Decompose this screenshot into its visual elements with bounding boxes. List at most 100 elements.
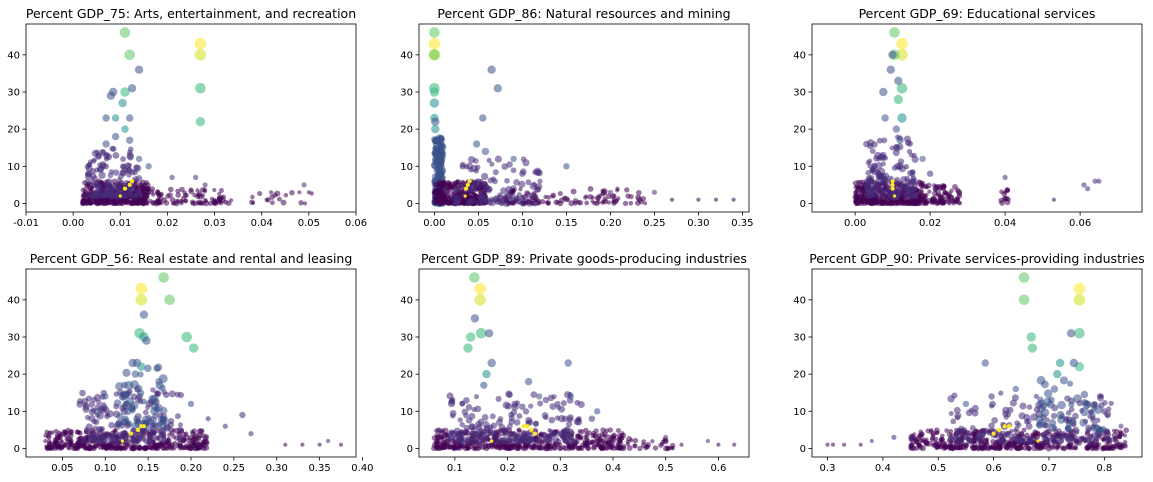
x-tick-label: 0.05 [467,218,489,229]
scatter-point [525,432,531,438]
scatter-point [489,442,495,448]
scatter-point [434,443,440,449]
scatter-point [518,187,523,192]
scatter-point [148,198,153,204]
scatter-point [553,436,560,443]
x-tick-label: 0.00 [423,218,445,229]
scatter-point [998,390,1004,396]
x-tick-label: 0.25 [643,218,665,229]
y-tick-label: 20 [400,370,413,381]
scatter-point [326,438,331,444]
scatter-point [889,27,900,38]
scatter-point [194,37,207,50]
scatter-point [470,432,478,440]
scatter-point [470,314,480,323]
scatter-point [209,196,214,201]
subplot-3: Percent GDP_69: Educational services 0.00… [793,6,1143,229]
scatter-point [269,194,275,200]
scatter-point [205,416,211,422]
scatter-point [1004,442,1010,448]
scatter-point [217,191,222,196]
scatter-point [185,444,192,451]
scatter-point [108,422,115,429]
y-tick-label: 30 [793,87,806,98]
scatter-point [658,442,664,448]
scatter-point [934,184,941,190]
scatter-point [480,180,489,189]
scatter-point [924,200,929,205]
scatter-point [1048,396,1055,404]
scatter-point [99,426,106,432]
scatter-point [950,199,956,204]
scatter-point [142,415,150,423]
y-tick-label: 20 [793,370,806,381]
scatter-point [611,436,617,443]
scatter-point [1055,358,1065,368]
scatter-point [133,415,140,423]
scatter-point [505,431,513,438]
scatter-point [202,182,208,188]
scatter-point [92,431,100,439]
scatter-point [1085,186,1091,192]
scatter-point [732,442,737,447]
scatter-point [169,174,175,180]
scatter-point [896,37,908,50]
scatter-point [139,310,149,319]
scatter-point [461,408,469,416]
scatter-point [429,98,440,108]
scatter-point [188,343,199,353]
scatter-point [565,197,571,203]
points-layer [43,272,344,452]
scatter-point [127,182,132,187]
x-tick-label: 0.8 [1096,463,1112,474]
scatter-point [927,189,932,194]
scatter-point [731,197,736,202]
scatter-point [102,114,110,122]
scatter-point [888,50,897,59]
scatter-point [103,151,110,158]
scatter-point [516,413,523,420]
scatter-point [480,381,488,389]
scatter-point [909,185,917,193]
scatter-point [525,179,532,186]
scatter-point [1094,417,1101,423]
scatter-point [535,438,541,444]
scatter-point [554,400,561,407]
scatter-point [602,198,609,205]
scatter-point [43,438,48,444]
scatter-point [177,426,183,433]
scatter-point [159,384,166,392]
scatter-point [192,200,199,207]
scatter-point [450,413,456,419]
scatter-point [632,437,639,444]
scatter-point [158,374,168,384]
scatter-point [543,414,549,421]
scatter-point [934,430,939,436]
scatter-point [465,417,473,424]
scatter-point [955,189,962,195]
scatter-point [537,199,542,203]
scatter-point [1050,385,1059,393]
scatter-point [127,84,137,93]
scatter-point [93,418,100,425]
scatter-point [453,186,460,193]
scatter-point [131,370,139,378]
scatter-point [1092,178,1098,184]
scatter-point [498,423,506,431]
x-tick-label: 0.3 [820,463,836,474]
scatter-point [85,414,91,421]
scatter-point [932,200,937,205]
scatter-point [514,400,521,406]
scatter-point [436,179,442,185]
scatter-point [893,94,903,105]
scatter-point [550,192,557,199]
scatter-point [135,294,148,306]
scatter-point [522,408,530,415]
scatter-point [128,431,134,436]
scatter-point [1003,190,1008,195]
scatter-point [177,391,185,399]
scatter-point [532,431,538,436]
scatter-point [521,424,526,429]
scatter-point [482,435,489,442]
